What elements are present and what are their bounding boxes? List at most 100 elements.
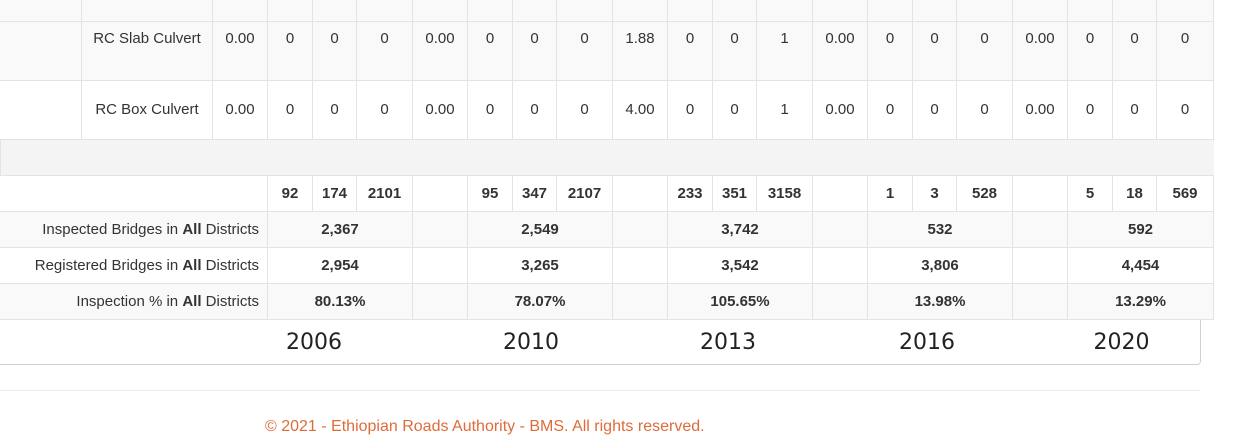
- summary-gap-cell: [812, 212, 867, 247]
- summary-gap-cell: [612, 248, 667, 283]
- row-divider: [0, 21, 1213, 22]
- table-cell: 0: [467, 80, 512, 139]
- summary-row-label: Inspection % in All Districts: [0, 284, 267, 319]
- table-cell: 0: [312, 0, 356, 80]
- year-label: 2013: [700, 329, 756, 355]
- table-cell: 0: [912, 0, 956, 80]
- row-divider: [0, 139, 1213, 140]
- row-divider: [0, 211, 1213, 212]
- table-cell: 0: [867, 0, 912, 80]
- year-label: 2010: [503, 329, 559, 355]
- summary-gap-cell: [412, 284, 467, 319]
- table-cell: 0: [1156, 80, 1213, 139]
- totals-cell: 347: [512, 176, 556, 211]
- totals-row: 92 174 2101 95 347 2107 233 351 3158 1 3 528 5 18 569: [0, 176, 1213, 211]
- label-bold: All: [182, 293, 202, 310]
- row-divider: [0, 80, 1213, 81]
- summary-value-cell: 78.07%: [467, 284, 612, 319]
- label-bold: All: [182, 257, 202, 274]
- label-prefix: Inspected Bridges in: [42, 221, 183, 238]
- label-bold: All: [182, 221, 202, 238]
- row-divider: [0, 319, 1213, 320]
- table-cell: 0: [956, 0, 1012, 80]
- summary-gap-cell: [1012, 212, 1067, 247]
- table-cell: 0: [1067, 0, 1112, 80]
- label-prefix: Inspection % in: [76, 293, 183, 310]
- table-cell: 0: [267, 0, 312, 80]
- summary-value-cell: 4,454: [1067, 248, 1213, 283]
- totals-cell: 92: [267, 176, 312, 211]
- table-cell: 0: [867, 80, 912, 139]
- table-cell: 1: [756, 0, 812, 80]
- label-prefix: Registered Bridges in: [34, 257, 183, 274]
- totals-gap-cell: [412, 176, 467, 211]
- totals-cell: 3158: [756, 176, 812, 211]
- totals-cell: 5: [1067, 176, 1112, 211]
- summary-value-cell: 105.65%: [667, 284, 812, 319]
- footer-copyright: © 2021 - Ethiopian Roads Authority - BMS…: [265, 418, 705, 435]
- totals-cell: 2101: [356, 176, 412, 211]
- footer-divider: [0, 390, 1200, 391]
- summary-gap-cell: [812, 284, 867, 319]
- totals-cell: 174: [312, 176, 356, 211]
- summary-gap-cell: [612, 284, 667, 319]
- summary-value-cell: 2,367: [267, 212, 412, 247]
- culvert-type-label: RC Slab Culvert: [81, 0, 212, 80]
- year-label: 2020: [1093, 329, 1150, 355]
- table-cell: 0: [912, 80, 956, 139]
- table-cell: 0: [556, 0, 612, 80]
- table-cell: 0: [1112, 80, 1156, 139]
- culvert-type-label: RC Box Culvert: [81, 80, 212, 139]
- table-cell: 0: [356, 0, 412, 80]
- table-cell: 0: [712, 80, 756, 139]
- table-cell: 0: [1112, 0, 1156, 80]
- summary-value-cell: 3,742: [667, 212, 812, 247]
- summary-value-cell: 3,806: [867, 248, 1012, 283]
- table-cell: 0: [556, 80, 612, 139]
- table-cell: 0: [667, 80, 712, 139]
- summary-row-inspected: Inspected Bridges in All Districts 2,367 2…: [0, 212, 1213, 247]
- summary-gap-cell: [412, 248, 467, 283]
- row-divider: [0, 175, 1213, 176]
- table-cell: 0: [712, 0, 756, 80]
- summary-gap-cell: [612, 212, 667, 247]
- table-cell: 0: [467, 0, 512, 80]
- summary-value-cell: 592: [1067, 212, 1213, 247]
- summary-value-cell: 2,954: [267, 248, 412, 283]
- row-divider: [0, 247, 1213, 248]
- table-cell: 0: [1067, 80, 1112, 139]
- table-cell: 0: [267, 80, 312, 139]
- totals-cell: 528: [956, 176, 1012, 211]
- totals-cell: 233: [667, 176, 712, 211]
- table-cell: 0: [956, 80, 1012, 139]
- summary-value-cell: 2,549: [467, 212, 612, 247]
- summary-gap-cell: [1012, 284, 1067, 319]
- label-suffix: Districts: [201, 221, 259, 238]
- table-cell: 1: [756, 80, 812, 139]
- totals-gap-cell: [812, 176, 867, 211]
- table-cell: 0.00: [812, 0, 867, 80]
- summary-row-label: Inspected Bridges in All Districts: [0, 212, 267, 247]
- summary-row-inspection-percent: Inspection % in All Districts 80.13% 78.07…: [0, 284, 1213, 319]
- table-row: RC Box Culvert 0.00 0 0 0 0.00 0 0 0 4.00 0 0 1 0.00 0…: [0, 80, 1213, 139]
- row-spacer-cell: [0, 0, 81, 80]
- table-cell: 0: [1156, 0, 1213, 80]
- label-suffix: Districts: [201, 257, 259, 274]
- totals-gap-cell: [1012, 176, 1067, 211]
- summary-gap-cell: [1012, 248, 1067, 283]
- table-cell: 4.00: [612, 80, 667, 139]
- year-label: 2006: [286, 329, 342, 355]
- empty-row: [0, 140, 1214, 175]
- summary-value-cell: 3,542: [667, 248, 812, 283]
- summary-value-cell: 3,265: [467, 248, 612, 283]
- table-cell: 0.00: [412, 80, 467, 139]
- table-cell: 0.00: [212, 0, 267, 80]
- totals-label-cell: [0, 176, 267, 211]
- table-cell: 0: [512, 80, 556, 139]
- table-cell: 0: [667, 0, 712, 80]
- summary-value-cell: 80.13%: [267, 284, 412, 319]
- table-row: RC Slab Culvert 0.00 0 0 0 0.00 0 0 0 1.88 0 0 1 0.00…: [0, 0, 1213, 80]
- table-cell: 0: [312, 80, 356, 139]
- totals-cell: 18: [1112, 176, 1156, 211]
- summary-row-label: Registered Bridges in All Districts: [0, 248, 267, 283]
